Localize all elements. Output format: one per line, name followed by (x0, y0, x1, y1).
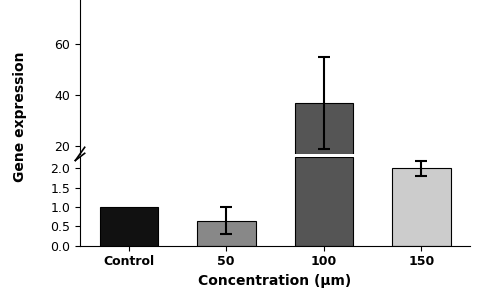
Bar (392, 168, 450, 246)
X-axis label: Concentration (μm): Concentration (μm) (198, 274, 352, 288)
Bar (197, 221, 256, 246)
Bar (294, 157, 353, 246)
Text: Gene expression: Gene expression (13, 52, 27, 182)
Bar (294, 103, 353, 197)
Bar (100, 207, 158, 246)
